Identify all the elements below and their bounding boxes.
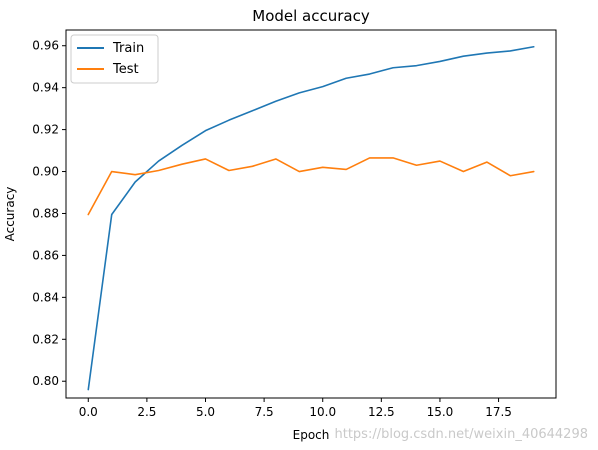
y-tick-label: 0.92 [32,123,59,137]
y-tick-label: 0.80 [32,374,59,388]
legend-label-test: Test [112,62,139,77]
x-tick-label: 12.5 [368,405,395,419]
y-tick-label: 0.88 [32,206,59,220]
x-axis-label: Epoch [293,428,330,442]
watermark-text: https://blog.csdn.net/weixin_40644298 [334,427,588,442]
x-tick-label: 2.5 [137,405,156,419]
legend: Train Test [70,34,159,84]
x-tick-label: 17.5 [485,405,512,419]
series-line-test [87,157,535,216]
y-tick-label: 0.90 [32,165,59,179]
y-tick-label: 0.84 [32,290,59,304]
y-axis-label: Accuracy [3,187,17,242]
axes-frame [65,29,557,399]
legend-label-train: Train [112,41,144,56]
x-tick-label: 15.0 [427,405,454,419]
y-tick-label: 0.86 [32,248,59,262]
x-tick-label: 0.0 [79,405,98,419]
plot-area [65,29,557,399]
y-axis-ticks: 0.80 0.82 0.84 0.86 0.88 0.90 0.92 0.94 0.96 [32,39,66,388]
y-tick-label: 0.82 [32,332,59,346]
x-axis-ticks: 0.0 2.5 5.0 7.5 10.0 12.5 15.0 17.5 [79,398,512,419]
x-tick-label: 5.0 [196,405,215,419]
x-tick-label: 7.5 [255,405,274,419]
series-layer [87,45,535,391]
y-tick-label: 0.94 [32,81,59,95]
series-line-train [87,45,535,391]
chart-title: Model accuracy [252,7,370,25]
y-tick-label: 0.96 [32,39,59,53]
x-tick-label: 10.0 [309,405,336,419]
